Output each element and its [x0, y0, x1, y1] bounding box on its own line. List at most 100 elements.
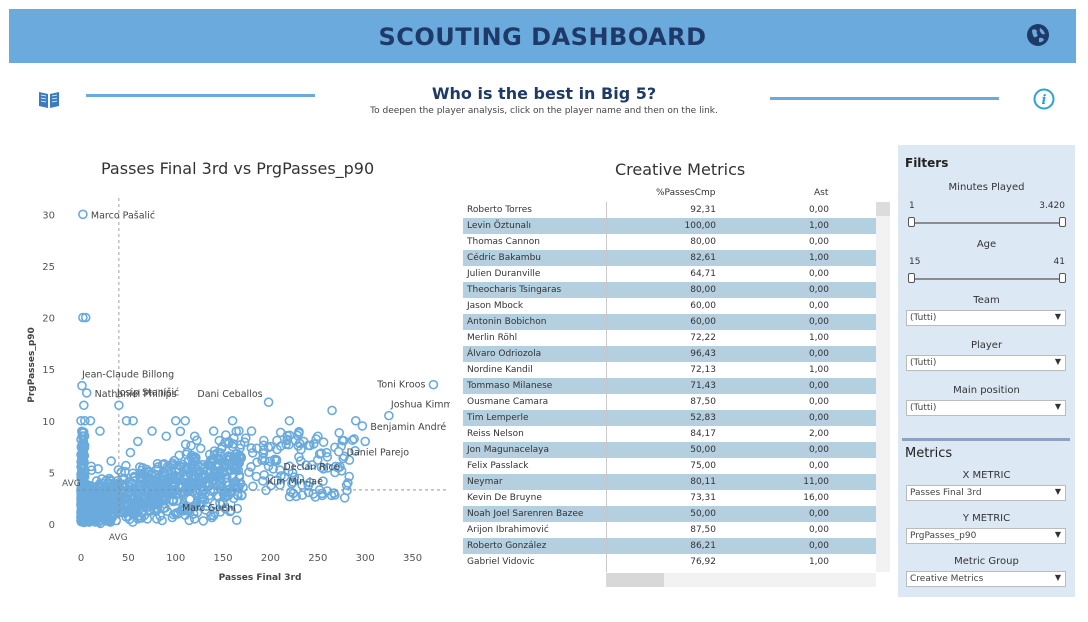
table-row[interactable]: Ousmane Camara 87,50 0,00: [463, 394, 876, 410]
data-point[interactable]: [168, 494, 178, 505]
data-point[interactable]: [142, 514, 153, 524]
data-point[interactable]: [287, 478, 297, 489]
data-point[interactable]: [78, 463, 89, 473]
table-horizontal-scrollbar[interactable]: [606, 573, 876, 587]
data-point[interactable]: [174, 479, 185, 490]
data-point[interactable]: [118, 474, 128, 485]
data-point[interactable]: [231, 515, 242, 526]
table-row[interactable]: Gabriel Vidovic 76,92 1,00: [463, 554, 876, 570]
data-point[interactable]: [121, 415, 132, 426]
data-point[interactable]: [76, 426, 87, 437]
age-slider-max-handle[interactable]: [1059, 273, 1066, 283]
data-point[interactable]: [248, 481, 258, 492]
player-name-cell[interactable]: Merlin Röhl: [467, 333, 518, 343]
data-point[interactable]: [322, 452, 333, 462]
minutes-slider-max-handle[interactable]: [1059, 217, 1066, 227]
data-point[interactable]: [78, 428, 88, 438]
info-icon[interactable]: i: [1033, 88, 1055, 110]
data-point[interactable]: [316, 462, 327, 473]
data-point[interactable]: [259, 435, 269, 446]
data-point[interactable]: [155, 471, 165, 482]
data-point[interactable]: [347, 435, 358, 445]
data-point[interactable]: [111, 515, 121, 526]
data-point[interactable]: [281, 439, 291, 450]
data-point[interactable]: [152, 497, 162, 507]
table-row[interactable]: Felix Passlack 75,00 0,00: [463, 458, 876, 474]
team-dropdown[interactable]: (Tutti) ▼: [906, 310, 1066, 326]
data-point[interactable]: [198, 516, 209, 526]
col-header-passes-cmp[interactable]: %PassesCmp: [656, 188, 716, 198]
minutes-slider-track[interactable]: [911, 222, 1063, 224]
data-point[interactable]: [282, 434, 293, 445]
labeled-point[interactable]: [77, 380, 87, 391]
data-point[interactable]: [132, 498, 142, 508]
table-row[interactable]: Reiss Nelson 84,17 2,00: [463, 426, 876, 442]
data-point[interactable]: [189, 431, 200, 442]
data-point[interactable]: [118, 479, 128, 490]
data-point[interactable]: [78, 446, 89, 457]
age-slider-min-handle[interactable]: [908, 273, 915, 283]
labeled-point[interactable]: [270, 475, 281, 486]
data-point[interactable]: [157, 515, 167, 526]
data-point[interactable]: [141, 487, 152, 498]
data-point[interactable]: [284, 415, 295, 426]
data-point[interactable]: [113, 465, 124, 475]
player-name-cell[interactable]: Jon Magunacelaya: [467, 445, 549, 455]
data-point[interactable]: [78, 507, 89, 518]
data-point[interactable]: [214, 435, 225, 446]
data-point[interactable]: [244, 467, 254, 478]
data-point[interactable]: [227, 441, 238, 452]
data-point[interactable]: [317, 488, 327, 499]
table-horizontal-scroll-thumb[interactable]: [606, 573, 664, 587]
table-row[interactable]: Cédric Bakambu 82,61 1,00: [463, 250, 876, 266]
data-point[interactable]: [126, 486, 137, 497]
data-point[interactable]: [150, 477, 161, 488]
table-row[interactable]: Antonin Bobichon 60,00 0,00: [463, 314, 876, 330]
data-point[interactable]: [161, 479, 171, 489]
data-point[interactable]: [106, 456, 116, 466]
data-point[interactable]: [137, 472, 147, 482]
data-point[interactable]: [221, 477, 231, 488]
data-point[interactable]: [101, 515, 111, 526]
data-point[interactable]: [294, 452, 304, 462]
data-point[interactable]: [223, 455, 233, 466]
data-point[interactable]: [215, 506, 226, 517]
table-row[interactable]: Kevin De Bruyne 73,31 16,00: [463, 490, 876, 506]
data-point[interactable]: [160, 503, 170, 513]
table-row[interactable]: Jon Magunacelaya 50,00 0,00: [463, 442, 876, 458]
data-point[interactable]: [208, 453, 219, 464]
data-point[interactable]: [199, 463, 210, 473]
point-label[interactable]: Kim Min-jae: [267, 477, 323, 488]
data-point[interactable]: [226, 505, 236, 516]
data-point[interactable]: [265, 441, 276, 452]
data-point[interactable]: [271, 456, 282, 466]
player-name-cell[interactable]: Tim Lemperle: [467, 413, 529, 423]
data-point[interactable]: [247, 447, 258, 458]
point-label[interactable]: Marco Pašalić: [91, 210, 155, 221]
labeled-point[interactable]: [357, 421, 368, 431]
data-point[interactable]: [241, 433, 251, 443]
data-point[interactable]: [239, 437, 250, 447]
data-point[interactable]: [257, 455, 267, 465]
data-point[interactable]: [118, 493, 129, 504]
data-point[interactable]: [76, 415, 86, 426]
data-point[interactable]: [95, 426, 105, 436]
table-vertical-scroll-thumb[interactable]: [876, 202, 890, 216]
data-point[interactable]: [86, 465, 97, 476]
data-point[interactable]: [208, 474, 219, 485]
table-vertical-scrollbar[interactable]: [876, 202, 890, 572]
data-point[interactable]: [180, 470, 191, 480]
data-point[interactable]: [121, 460, 131, 471]
globe-icon[interactable]: [1026, 23, 1050, 47]
player-name-cell[interactable]: Jason Mbock: [467, 301, 524, 311]
player-name-cell[interactable]: Roberto González: [467, 541, 547, 551]
player-name-cell[interactable]: Tommaso Milanese: [467, 381, 553, 391]
labeled-point[interactable]: [284, 461, 295, 471]
data-point[interactable]: [189, 514, 200, 524]
player-name-cell[interactable]: Nordine Kandil: [467, 365, 533, 375]
table-row[interactable]: Noah Joel Sarenren Bazee 50,00 0,00: [463, 506, 876, 522]
data-point[interactable]: [321, 447, 332, 458]
data-point[interactable]: [252, 457, 262, 468]
data-point[interactable]: [228, 482, 239, 493]
